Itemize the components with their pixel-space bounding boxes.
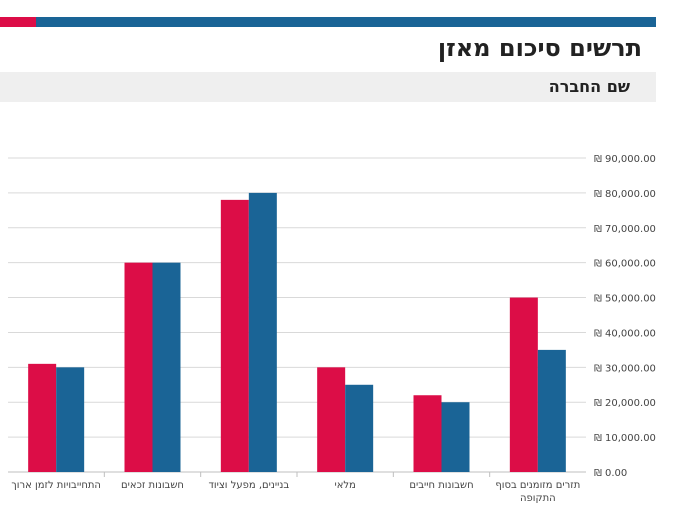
bar-series-2 (441, 402, 470, 472)
bar-series-1 (509, 297, 538, 472)
category-label: בניינים, מפעל וציוד (208, 480, 289, 491)
header-accent-blue (36, 17, 656, 27)
bar-series-2 (345, 384, 374, 472)
category-label: חשבונות חייבים (409, 480, 473, 491)
page-title: תרשים סיכום מאזן (437, 34, 642, 62)
category-label: חשבונות זכאים (121, 480, 184, 491)
bar-series-2 (152, 262, 181, 472)
y-tick-label: ₪ 30,000.00 (594, 363, 656, 374)
bar-series-2 (56, 367, 85, 472)
header-accent-red (0, 17, 36, 27)
bar-series-2 (248, 192, 277, 472)
y-tick-label: ₪ 70,000.00 (594, 224, 656, 235)
y-tick-label: ₪ 60,000.00 (594, 259, 656, 270)
category-label: מלאי (334, 480, 355, 491)
bar-series-1 (28, 363, 57, 472)
bar-series-1 (124, 262, 153, 472)
y-tick-label: ₪ 80,000.00 (594, 189, 656, 200)
bar-series-2 (537, 349, 566, 472)
y-tick-label: ₪ 0.00 (594, 468, 627, 479)
y-tick-label: ₪ 90,000.00 (594, 154, 656, 165)
bar-series-1 (220, 199, 249, 472)
category-label: התחייבויות לזמן ארוך (11, 480, 101, 491)
y-tick-label: ₪ 50,000.00 (594, 294, 656, 305)
category-label: תזרים מזומנים בסוף (495, 480, 580, 491)
company-name: שם החברה (548, 77, 630, 96)
y-tick-label: ₪ 20,000.00 (594, 398, 656, 409)
bar-series-1 (317, 367, 346, 472)
y-tick-label: ₪ 10,000.00 (594, 433, 656, 444)
category-label: התקופה (520, 493, 556, 504)
subtitle-band: שם החברה (0, 72, 656, 102)
bar-series-1 (413, 395, 442, 472)
y-tick-label: ₪ 40,000.00 (594, 328, 656, 339)
